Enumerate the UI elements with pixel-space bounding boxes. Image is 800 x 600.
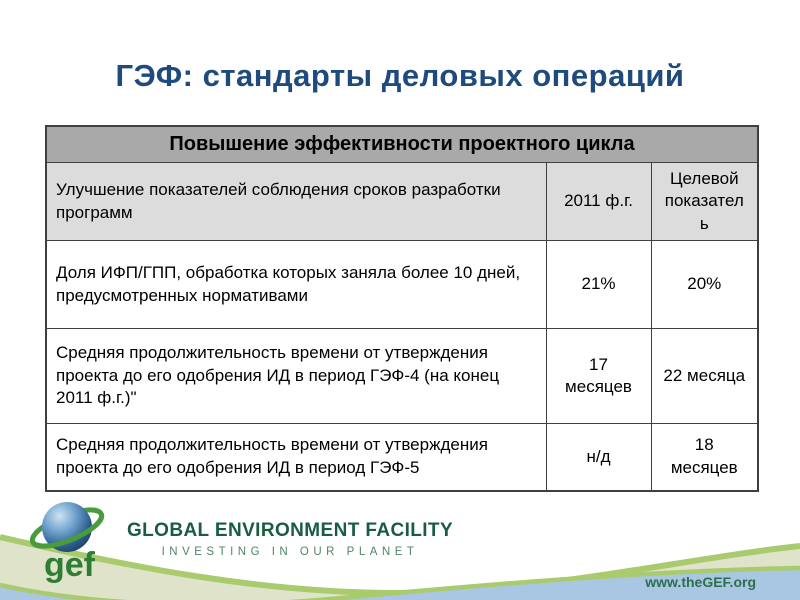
fy2011-cell: 21% xyxy=(545,240,652,329)
table-title: Повышение эффективности проектного цикла xyxy=(45,125,759,163)
gef-logo-acronym: gef xyxy=(44,546,95,584)
target-cell: 22 месяца xyxy=(650,328,759,424)
gef-logo-tagline: INVESTING IN OUR PLANET xyxy=(161,546,419,558)
slide-title: ГЭФ: стандарты деловых операций xyxy=(115,58,685,93)
gef-logo-name: GLOBAL ENVIRONMENT FACILITY xyxy=(126,520,454,541)
gef-logo-text: GLOBAL ENVIRONMENT FACILITY INVESTING IN… xyxy=(120,520,460,558)
target-cell: 20% xyxy=(650,240,759,329)
column-header-indicator: Улучшение показателей соблюдения сроков … xyxy=(45,162,547,241)
column-header-fy2011: 2011 ф.г. xyxy=(545,162,652,241)
table-row: Доля ИФП/ГПП, обработка которых заняла б… xyxy=(45,240,759,329)
indicator-cell: Средняя продолжительность времени от утв… xyxy=(45,328,547,424)
target-cell: 18 месяцев xyxy=(650,423,759,491)
table-title-row: Повышение эффективности проектного цикла xyxy=(45,125,759,163)
fy2011-cell: н/д xyxy=(545,423,652,491)
indicator-cell: Средняя продолжительность времени от утв… xyxy=(45,423,547,491)
table-row: Средняя продолжительность времени от утв… xyxy=(45,423,759,491)
table-row: Средняя продолжительность времени от утв… xyxy=(45,328,759,424)
gef-globe-icon xyxy=(29,502,105,552)
column-header-target: Целевой показатель xyxy=(650,162,759,241)
fy2011-cell: 17 месяцев xyxy=(545,328,652,424)
indicator-cell: Доля ИФП/ГПП, обработка которых заняла б… xyxy=(45,240,547,329)
project-cycle-table: Повышение эффективности проектного цикла… xyxy=(45,125,760,492)
table-header-row: Улучшение показателей соблюдения сроков … xyxy=(45,162,759,241)
gef-website-link[interactable]: www.theGEF.org xyxy=(645,574,756,590)
